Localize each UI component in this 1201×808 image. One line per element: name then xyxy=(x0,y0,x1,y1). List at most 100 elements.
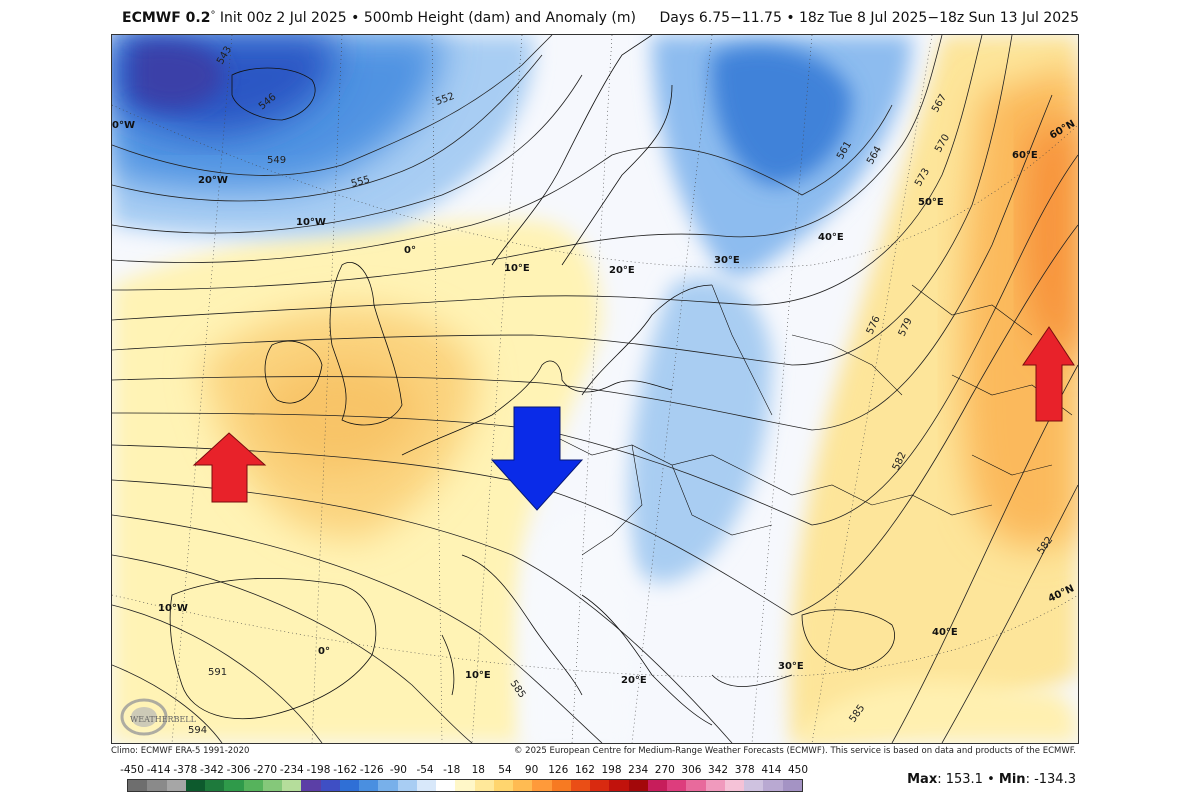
colorbar-swatch xyxy=(397,780,417,791)
weatherbell-logo: WEATHERBELL xyxy=(120,698,197,736)
colorbar-swatch xyxy=(705,780,725,791)
lon-label: 10°E xyxy=(504,263,530,274)
inner-borders xyxy=(551,284,1073,556)
height-label: 591 xyxy=(208,667,227,678)
iceland-coast xyxy=(231,67,316,121)
lon-label: 20°E xyxy=(621,675,647,686)
anomaly-shading xyxy=(112,35,1078,743)
colorbar-tick-label: -18 xyxy=(443,764,461,776)
colorbar-tick-label: 450 xyxy=(787,764,809,776)
colorbar-tick-label: 306 xyxy=(681,764,702,776)
colorbar-tick-label: 54 xyxy=(498,764,512,776)
colorbar-swatch xyxy=(532,780,552,791)
colorbar-tick-label: 162 xyxy=(574,764,595,776)
valid-period: Days 6.75−11.75 • 18z Tue 8 Jul 2025−18z… xyxy=(659,10,1080,26)
lon-label: 0° xyxy=(318,646,330,657)
map-canvas: 543 546 549 552 555 561 564 567 570 573 … xyxy=(112,35,1078,743)
height-contours xyxy=(112,35,1078,743)
height-label: 594 xyxy=(188,725,207,736)
coastlines-and-borders xyxy=(169,35,1073,726)
ridge-arrow-west xyxy=(192,432,267,503)
colorbar-swatch xyxy=(436,780,456,791)
min-label: Min xyxy=(998,772,1026,787)
colorbar-swatch xyxy=(590,780,610,791)
colorbar-swatch xyxy=(782,780,802,791)
lon-label: 0° xyxy=(404,245,416,256)
colorbar-swatch xyxy=(301,780,321,791)
min-value: -134.3 xyxy=(1034,772,1076,787)
scandinavia-coast xyxy=(491,35,673,266)
colorbar-tick-label: -54 xyxy=(416,764,434,776)
colorbar-swatch xyxy=(686,780,706,791)
colorbar-swatch xyxy=(763,780,783,791)
colorbar-tick-label: 198 xyxy=(601,764,622,776)
lon-label: 10°E xyxy=(465,670,491,681)
colorbar-swatch xyxy=(724,780,744,791)
great-britain-coast xyxy=(329,262,403,426)
colorbar-swatch xyxy=(359,780,379,791)
lon-label: 40°E xyxy=(932,627,958,638)
black-sea-coast xyxy=(801,609,895,671)
colorbar-tick-label: 18 xyxy=(471,764,485,776)
colorbar-swatch xyxy=(262,780,282,791)
balkans-coast xyxy=(581,594,793,726)
lon-label: 30°E xyxy=(778,661,804,672)
colorbar-tick-label: 126 xyxy=(548,764,569,776)
lon-label: 50°E xyxy=(918,197,944,208)
lon-label: 60°E xyxy=(1012,150,1038,161)
logo-text: WEATHERBELL xyxy=(130,715,197,724)
colorbar-swatch xyxy=(493,780,513,791)
colorbar-tick-label: -126 xyxy=(359,764,384,776)
colorbar-swatch xyxy=(243,780,263,791)
colorbar-swatch xyxy=(320,780,340,791)
colorbar-swatch xyxy=(570,780,590,791)
colorbar-swatch xyxy=(647,780,667,791)
climo-note: Climo: ECMWF ERA-5 1991-2020 xyxy=(111,746,250,756)
lon-label: 20°E xyxy=(609,265,635,276)
max-value: 153.1 xyxy=(945,772,983,787)
colorbar-swatch xyxy=(513,780,533,791)
colorbar-swatch xyxy=(628,780,648,791)
lon-label: 20°W xyxy=(198,175,228,186)
colorbar-tick-label: -306 xyxy=(226,764,251,776)
colorbar xyxy=(127,779,803,792)
colorbar-swatch xyxy=(416,780,436,791)
lon-label: 0°W xyxy=(112,120,135,131)
colorbar-swatch xyxy=(205,780,225,791)
arrow-annotations xyxy=(192,326,1075,511)
lon-label: 10°W xyxy=(158,603,188,614)
trough-arrow-central xyxy=(490,406,584,511)
colorbar-swatch xyxy=(339,780,359,791)
colorbar-tick-label: 342 xyxy=(708,764,729,776)
colorbar-swatch xyxy=(378,780,398,791)
colorbar-tick-label: -378 xyxy=(173,764,198,776)
colorbar-swatch xyxy=(551,780,571,791)
title-separator: • xyxy=(351,10,360,26)
colorbar-swatch xyxy=(744,780,764,791)
colorbar-swatch xyxy=(609,780,629,791)
colorbar-tick-label: 378 xyxy=(734,764,755,776)
colorbar-swatch xyxy=(185,780,205,791)
colorbar-swatch xyxy=(128,780,148,791)
colorbar-tick-label: 234 xyxy=(628,764,649,776)
colorbar-swatch xyxy=(224,780,244,791)
colorbar-labels: -450 -414 -378 -342 -306 -270 -234 -198 -162 -126… xyxy=(120,764,810,778)
max-min-stats: Max: 153.1 • Min: -134.3 xyxy=(907,772,1076,787)
height-label: 555 xyxy=(350,174,371,190)
colorbar-tick-label: 90 xyxy=(524,764,539,776)
model-degree: ° xyxy=(210,10,216,21)
graticule xyxy=(112,35,1078,743)
colorbar-tick-label: 414 xyxy=(761,764,782,776)
colorbar-swatch xyxy=(282,780,302,791)
baltic-coast xyxy=(581,284,713,396)
map-title: ECMWF 0.2° Init 00z 2 Jul 2025 • 500mb H… xyxy=(122,10,636,26)
colorbar-tick-label: -90 xyxy=(389,764,407,776)
colorbar-swatch xyxy=(667,780,687,791)
field-description: 500mb Height (dam) and Anomaly (m) xyxy=(363,10,636,26)
colorbar-tick-label: -342 xyxy=(199,764,224,776)
colorbar-tick-label: -450 xyxy=(120,764,144,776)
lon-label: 10°W xyxy=(296,217,326,228)
colorbar-tick-label: -414 xyxy=(146,764,171,776)
stats-separator: • xyxy=(987,772,995,787)
ridge-arrow-east xyxy=(1022,326,1075,422)
